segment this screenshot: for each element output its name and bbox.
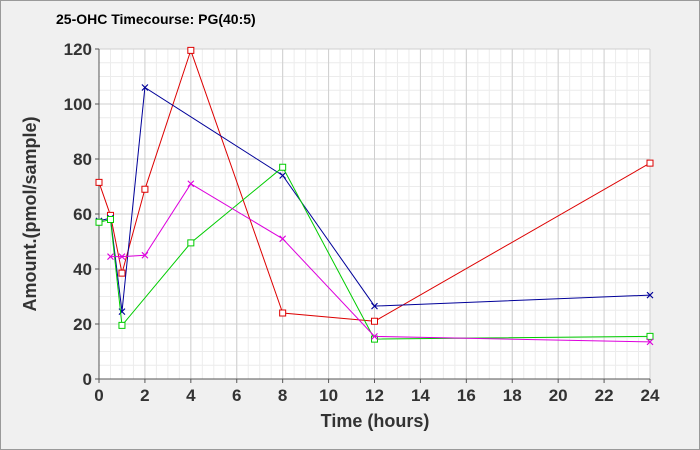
data-point <box>95 178 103 186</box>
x-tick-label: 24 <box>641 386 660 405</box>
data-point <box>187 239 195 247</box>
data-point <box>279 163 287 171</box>
data-point <box>107 253 114 261</box>
series-4 <box>107 180 654 346</box>
y-tick-label: 60 <box>73 205 92 224</box>
y-tick-label: 100 <box>64 95 92 114</box>
x-tick-label: 2 <box>140 386 149 405</box>
series-3 <box>95 163 654 343</box>
data-point <box>279 309 287 317</box>
data-point <box>646 332 654 340</box>
data-point <box>279 172 287 179</box>
y-tick-label: 40 <box>73 260 92 279</box>
data-point <box>118 321 126 329</box>
x-tick-label: 10 <box>319 386 338 405</box>
x-tick-label: 16 <box>457 386 476 405</box>
data-point <box>118 253 126 261</box>
axes <box>95 48 651 383</box>
data-point <box>187 46 195 54</box>
data-point <box>141 84 149 91</box>
y-tick-label: 0 <box>83 370 92 389</box>
data-point <box>646 338 654 346</box>
data-point <box>95 218 103 226</box>
x-tick-label: 4 <box>186 386 196 405</box>
data-point <box>646 159 654 167</box>
x-tick-label: 14 <box>411 386 430 405</box>
y-tick-label: 20 <box>73 315 92 334</box>
x-tick-label: 20 <box>549 386 568 405</box>
data-point <box>371 302 378 310</box>
data-point <box>371 317 378 325</box>
x-tick-label: 22 <box>595 386 614 405</box>
x-tick-label: 12 <box>365 386 384 405</box>
y-axis-label: Amount.(pmol/sample) <box>20 116 40 311</box>
data-point <box>141 185 149 193</box>
series-layer <box>95 46 654 346</box>
x-tick-label: 8 <box>278 386 287 405</box>
y-tick-label: 120 <box>64 40 92 59</box>
x-tick-label: 0 <box>94 386 103 405</box>
x-tick-label: 18 <box>503 386 522 405</box>
x-tick-label: 6 <box>232 386 241 405</box>
y-tick-label: 80 <box>73 150 92 169</box>
data-point <box>646 291 654 299</box>
data-point <box>118 269 126 277</box>
data-point <box>371 332 378 340</box>
data-point <box>141 251 149 259</box>
chart-title: 25-OHC Timecourse: PG(40:5) <box>56 11 256 27</box>
x-axis-label: Time (hours) <box>321 411 430 431</box>
data-point <box>187 180 195 188</box>
data-point <box>106 216 114 223</box>
data-point <box>279 235 287 243</box>
